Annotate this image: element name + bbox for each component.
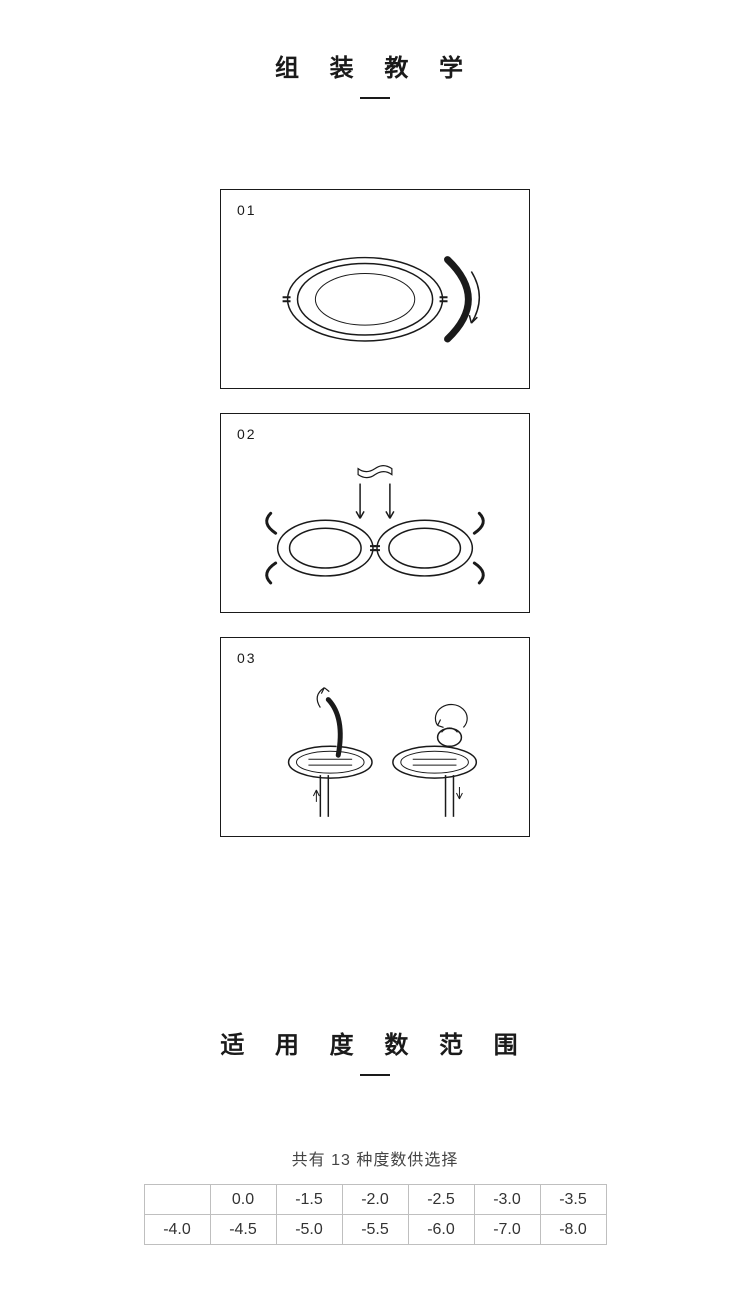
step-01: 01 <box>220 189 530 389</box>
diopter-cell: -2.5 <box>408 1185 474 1215</box>
step-03-diagram <box>221 638 529 837</box>
diopter-cell: -8.0 <box>540 1215 606 1245</box>
diopter-cell: 0.0 <box>210 1185 276 1215</box>
step-02-diagram <box>221 414 529 613</box>
step-02: 02 <box>220 413 530 613</box>
table-row: -4.0 -4.5 -5.0 -5.5 -6.0 -7.0 -8.0 <box>144 1215 606 1245</box>
assembly-title: 组 装 教 学 <box>0 0 750 83</box>
range-subtitle: 共有 13 种度数供选择 <box>0 1146 750 1170</box>
step-01-diagram <box>221 190 529 389</box>
table-row: 0.0 -1.5 -2.0 -2.5 -3.0 -3.5 <box>144 1185 606 1215</box>
diopter-cell: -3.5 <box>540 1185 606 1215</box>
diopter-cell: -4.0 <box>144 1215 210 1245</box>
diopter-cell: -7.0 <box>474 1215 540 1245</box>
diopter-cell <box>144 1185 210 1215</box>
diopter-cell: -6.0 <box>408 1215 474 1245</box>
assembly-section: 组 装 教 学 01 <box>0 0 750 837</box>
diopter-cell: -4.5 <box>210 1215 276 1245</box>
diopter-cell: -1.5 <box>276 1185 342 1215</box>
range-section: 适 用 度 数 范 围 共有 13 种度数供选择 0.0 -1.5 -2.0 -… <box>0 977 750 1245</box>
diopter-cell: -5.0 <box>276 1215 342 1245</box>
diopter-table: 0.0 -1.5 -2.0 -2.5 -3.0 -3.5 -4.0 -4.5 -… <box>144 1184 607 1245</box>
assembly-steps: 01 02 <box>0 189 750 837</box>
title-underline <box>360 1074 390 1076</box>
diopter-cell: -2.0 <box>342 1185 408 1215</box>
diopter-cell: -3.0 <box>474 1185 540 1215</box>
step-03: 03 <box>220 637 530 837</box>
diopter-cell: -5.5 <box>342 1215 408 1245</box>
range-title: 适 用 度 数 范 围 <box>0 977 750 1060</box>
title-underline <box>360 97 390 99</box>
